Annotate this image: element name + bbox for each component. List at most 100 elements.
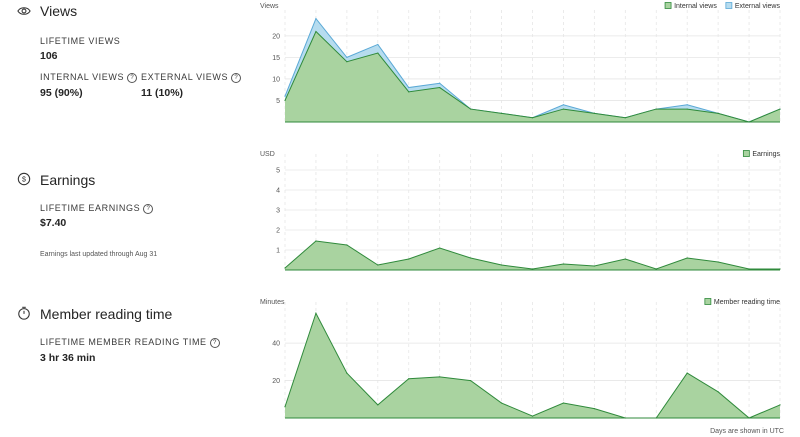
y-tick-label: 20 <box>272 378 280 385</box>
data-point <box>686 108 688 110</box>
data-point <box>315 312 317 314</box>
data-point <box>624 117 626 119</box>
data-point <box>655 268 657 270</box>
data-point <box>717 112 719 114</box>
external-views-value: 11 (10%) <box>141 87 184 99</box>
data-point <box>377 264 379 266</box>
earnings-chart: USD 1 2 3 4 5 Earnings <box>260 150 781 271</box>
lifetime-earnings-value: $7.40 <box>40 217 67 229</box>
data-point <box>315 18 317 20</box>
data-point <box>624 258 626 260</box>
data-point <box>655 108 657 110</box>
data-point <box>779 404 781 406</box>
y-tick-label: 5 <box>276 168 280 175</box>
data-point <box>439 376 441 378</box>
lifetime-reading-value: 3 hr 36 min <box>40 352 96 364</box>
y-tick-label: 4 <box>276 188 280 195</box>
data-point <box>562 104 565 106</box>
external-views-label: EXTERNAL VIEWS? <box>141 72 242 83</box>
data-point <box>779 268 781 270</box>
y-tick-label: 20 <box>272 33 280 40</box>
internal-views-label-text: INTERNAL VIEWS <box>40 72 125 82</box>
legend-label: Member reading time <box>714 299 780 306</box>
utc-footnote: Days are shown in UTC <box>710 428 784 435</box>
data-point <box>439 82 441 84</box>
data-point <box>346 56 348 58</box>
views-title: Views <box>40 3 78 19</box>
data-point <box>500 264 503 266</box>
data-point <box>377 404 379 406</box>
y-axis-label: Views <box>260 3 279 10</box>
lifetime-views-value: 106 <box>40 50 58 62</box>
lifetime-reading-label: LIFETIME MEMBER READING TIME? <box>40 337 220 348</box>
data-point <box>408 91 410 93</box>
y-tick-label: 2 <box>276 228 280 235</box>
data-point <box>284 267 286 269</box>
legend-label: External views <box>735 3 781 10</box>
legend-swatch <box>742 150 750 157</box>
data-point <box>408 86 410 89</box>
stopwatch-icon <box>18 306 30 320</box>
legend-label: Internal views <box>674 3 717 10</box>
series-area-0 <box>285 31 780 123</box>
earnings-section: $ Earnings LIFETIME EARNINGS? $7.40 Earn… <box>0 148 800 278</box>
help-icon[interactable]: ? <box>143 204 154 214</box>
data-point <box>686 257 688 259</box>
data-point <box>748 268 750 270</box>
data-point <box>531 268 534 270</box>
data-point <box>377 52 379 54</box>
legend-swatch <box>664 2 672 9</box>
data-point <box>470 257 472 259</box>
data-point <box>717 261 719 263</box>
data-point <box>439 247 441 249</box>
y-tick-label: 10 <box>272 76 280 83</box>
lifetime-earnings-label-text: LIFETIME EARNINGS <box>40 203 141 213</box>
y-tick-label: 5 <box>276 98 280 105</box>
data-point <box>562 402 565 404</box>
y-axis-label: USD <box>260 151 275 158</box>
data-point <box>284 95 286 97</box>
eye-icon <box>17 7 31 15</box>
data-point <box>408 378 410 380</box>
internal-views-label: INTERNAL VIEWS? <box>40 72 138 83</box>
data-point <box>377 43 379 46</box>
data-point <box>593 265 595 267</box>
y-tick-label: 3 <box>276 208 280 215</box>
help-icon[interactable]: ? <box>231 73 242 83</box>
data-point <box>315 240 317 242</box>
earnings-title: Earnings <box>40 172 96 188</box>
data-point <box>531 117 534 119</box>
internal-views-value: 95 (90%) <box>40 87 83 99</box>
data-point <box>500 402 503 404</box>
external-views-label-text: EXTERNAL VIEWS <box>141 72 229 82</box>
data-point <box>439 86 441 89</box>
svg-text:$: $ <box>22 177 26 184</box>
y-tick-label: 1 <box>276 248 280 255</box>
series-area-0 <box>285 313 780 418</box>
data-point <box>470 379 472 382</box>
data-point <box>686 104 688 106</box>
y-axis-label: Minutes <box>260 299 285 306</box>
data-point <box>346 372 348 374</box>
data-point <box>531 415 534 417</box>
data-point <box>686 372 688 374</box>
earnings-updated-note: Earnings last updated through Aug 31 <box>40 251 158 258</box>
help-icon[interactable]: ? <box>127 73 138 83</box>
data-point <box>717 391 719 393</box>
lifetime-reading-label-text: LIFETIME MEMBER READING TIME <box>40 337 207 347</box>
legend-swatch <box>725 2 733 9</box>
help-icon[interactable]: ? <box>209 338 220 348</box>
data-point <box>593 112 595 114</box>
data-point <box>500 112 503 114</box>
dollar-coin-icon: $ <box>17 172 31 186</box>
reading-title: Member reading time <box>40 306 173 322</box>
legend-swatch <box>704 298 712 305</box>
series-area-0 <box>285 241 780 270</box>
views-chart: Views 5 10 15 20 External views Internal views <box>260 2 781 123</box>
data-point <box>346 244 348 246</box>
data-point <box>408 258 410 260</box>
y-tick-label: 40 <box>272 341 280 348</box>
data-point <box>562 263 565 265</box>
legend-label: Earnings <box>752 151 780 158</box>
y-tick-label: 15 <box>272 55 280 62</box>
